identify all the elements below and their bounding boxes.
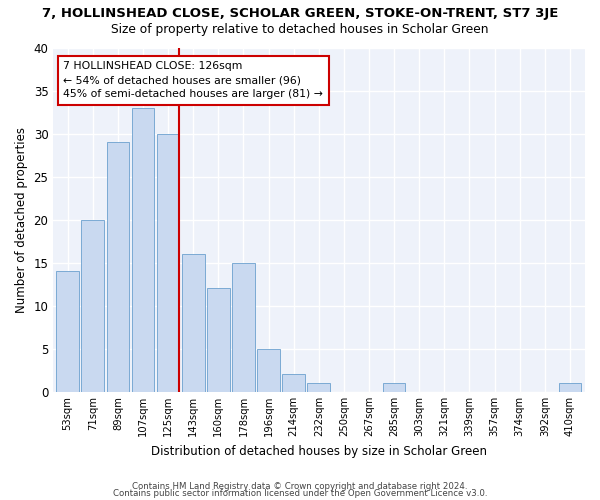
X-axis label: Distribution of detached houses by size in Scholar Green: Distribution of detached houses by size …	[151, 444, 487, 458]
Bar	[232, 262, 255, 392]
Bar	[207, 288, 230, 392]
Bar	[283, 374, 305, 392]
Y-axis label: Number of detached properties: Number of detached properties	[15, 126, 28, 312]
Bar	[56, 271, 79, 392]
Bar	[182, 254, 205, 392]
Bar	[157, 134, 179, 392]
Bar	[132, 108, 154, 392]
Bar	[107, 142, 129, 392]
Text: Contains public sector information licensed under the Open Government Licence v3: Contains public sector information licen…	[113, 489, 487, 498]
Bar	[82, 220, 104, 392]
Bar	[257, 348, 280, 392]
Text: Size of property relative to detached houses in Scholar Green: Size of property relative to detached ho…	[111, 22, 489, 36]
Bar	[383, 383, 406, 392]
Bar	[559, 383, 581, 392]
Bar	[307, 383, 330, 392]
Text: 7 HOLLINSHEAD CLOSE: 126sqm
← 54% of detached houses are smaller (96)
45% of sem: 7 HOLLINSHEAD CLOSE: 126sqm ← 54% of det…	[63, 62, 323, 100]
Text: Contains HM Land Registry data © Crown copyright and database right 2024.: Contains HM Land Registry data © Crown c…	[132, 482, 468, 491]
Text: 7, HOLLINSHEAD CLOSE, SCHOLAR GREEN, STOKE-ON-TRENT, ST7 3JE: 7, HOLLINSHEAD CLOSE, SCHOLAR GREEN, STO…	[42, 8, 558, 20]
